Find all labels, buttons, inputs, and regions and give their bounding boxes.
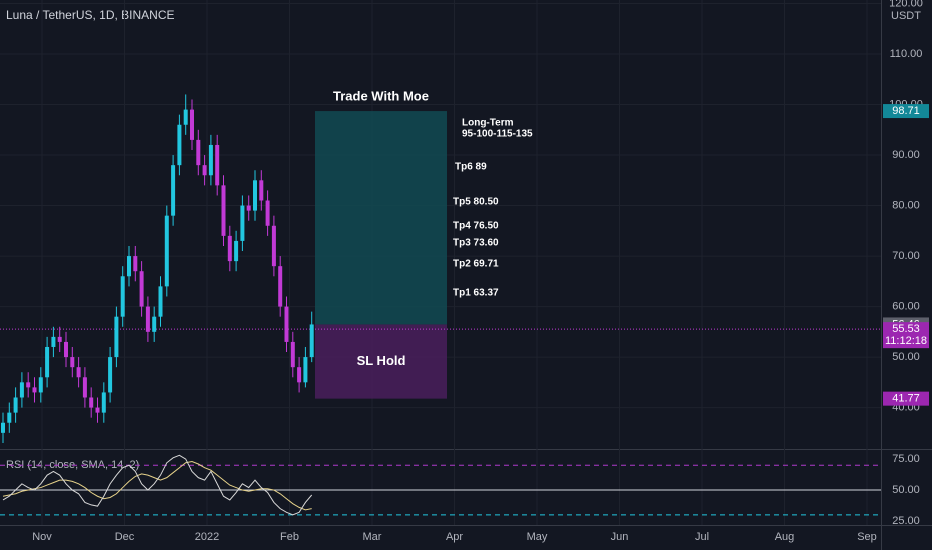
candle-body [101, 392, 106, 413]
candle-body [127, 256, 131, 277]
candle-body [114, 316, 119, 358]
annotation: Tp5 80.50 [453, 197, 499, 208]
y-tick-label: 90.00 [892, 149, 920, 161]
candle-body [215, 144, 220, 186]
candle-body [64, 341, 68, 358]
candle-body [152, 316, 157, 332]
y-tick-label: 80.00 [892, 199, 920, 211]
price-badge-label: 55.53 [892, 323, 920, 335]
candle-body [164, 215, 169, 287]
candle-body [76, 367, 81, 378]
candle-body [265, 200, 270, 226]
candle-body [246, 205, 251, 211]
rsi-tick-label: 25.00 [892, 515, 920, 527]
candle-body [183, 109, 188, 125]
x-tick-label: Sep [857, 531, 877, 543]
candle-body [284, 306, 289, 342]
price-badge [883, 322, 929, 349]
y-tick-label: 60.00 [892, 300, 920, 312]
candle-body [70, 357, 75, 368]
rsi-tick-label: 50.00 [892, 484, 920, 496]
x-tick-label: May [527, 531, 548, 543]
candle-body [171, 165, 176, 216]
candle-body [196, 139, 201, 166]
candle-body [57, 336, 62, 342]
candle-body [208, 144, 213, 176]
candle-body [221, 185, 226, 236]
rsi-tick-label: 75.00 [892, 453, 920, 465]
x-tick-label: Mar [363, 531, 382, 543]
candle-body [38, 377, 43, 393]
candle-body [120, 276, 125, 317]
candle-body [202, 165, 207, 176]
x-tick-label: Dec [115, 531, 135, 543]
candle-body [51, 336, 56, 347]
x-tick-label: Nov [32, 531, 52, 543]
annotation: Tp4 76.50 [453, 221, 499, 232]
annotation: Long-Term [462, 118, 514, 129]
countdown: 11:12:18 [885, 335, 927, 347]
candle-body [271, 225, 276, 267]
candle-body [139, 271, 144, 307]
candle-body [82, 377, 87, 398]
candle-body [45, 346, 50, 378]
candle-body [26, 382, 31, 388]
candle-body [1, 422, 5, 433]
y-tick-label: 50.00 [892, 351, 920, 363]
annotation: Tp2 69.71 [453, 259, 499, 270]
candle-body [290, 341, 295, 368]
x-tick-label: Jul [695, 531, 709, 543]
candle-body [190, 109, 194, 140]
annotation: Tp1 63.37 [453, 288, 499, 299]
price-badge [883, 391, 929, 406]
annotation: 95-100-115-135 [462, 129, 533, 140]
candle-body [303, 357, 308, 383]
price-badge-label: 98.71 [892, 105, 920, 117]
candle-body [145, 306, 150, 332]
stop-text: SL Hold [357, 353, 406, 368]
candle-body [19, 382, 24, 398]
candle-body [158, 286, 163, 317]
candle-body [13, 397, 18, 413]
candle-body [32, 387, 37, 393]
y-tick-label: 110.00 [890, 48, 923, 60]
candle-body [297, 367, 302, 383]
candle-body [253, 180, 257, 211]
candle-body [227, 235, 232, 262]
annotation: Tp3 73.60 [453, 238, 499, 249]
stop-zone [315, 324, 447, 399]
candle-body [95, 407, 100, 413]
annotation: Tp6 89 [455, 162, 487, 173]
x-tick-label: Jun [611, 531, 629, 543]
candle-body [278, 266, 283, 307]
candle-body [89, 397, 94, 408]
candle-body [7, 412, 12, 423]
candle-body [259, 180, 264, 201]
target-zone [315, 111, 447, 325]
candle-body [234, 240, 239, 262]
price-badge-label: 41.77 [892, 393, 920, 405]
x-tick-label: Aug [775, 531, 795, 543]
candle-body [177, 124, 182, 166]
y-tick-label: 120.00 [889, 0, 923, 9]
position-title: Trade With Moe [333, 89, 429, 104]
candle-body [108, 357, 113, 393]
x-tick-label: Apr [446, 531, 463, 543]
candle-body [133, 256, 138, 272]
candle-body [309, 324, 314, 358]
x-tick-label: 2022 [195, 531, 219, 543]
x-tick-label: Feb [280, 531, 299, 543]
rsi-line [2, 454, 313, 516]
y-tick-label: 70.00 [892, 250, 920, 262]
candle-body [240, 205, 245, 241]
chart-title: Luna / TetherUS, 1D, BINANCE [6, 8, 175, 22]
currency: USDT [891, 10, 921, 22]
price-badge [883, 104, 929, 119]
